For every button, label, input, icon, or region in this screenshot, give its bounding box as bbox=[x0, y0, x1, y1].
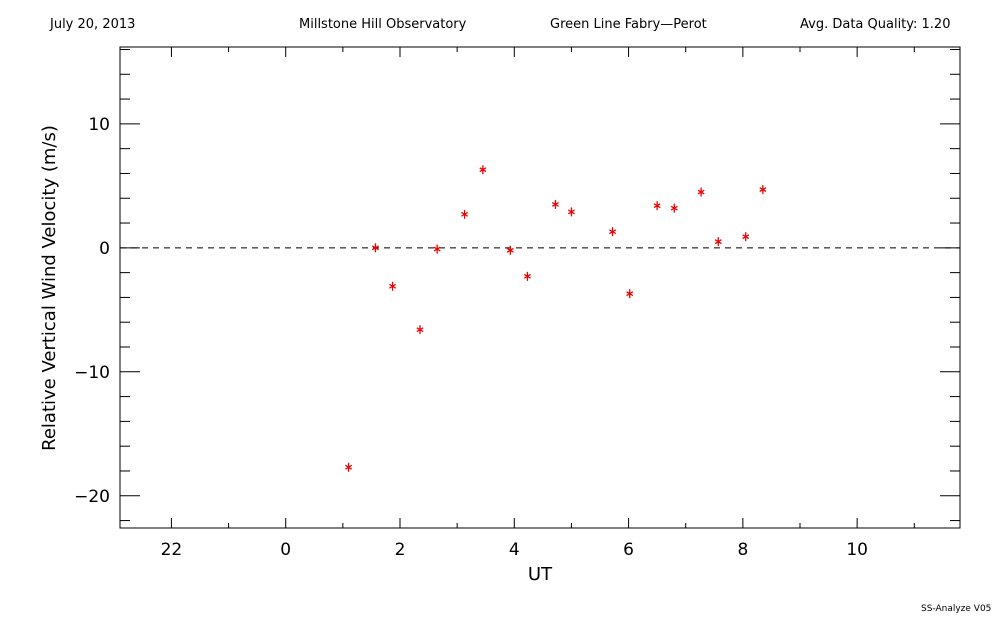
data-point bbox=[551, 199, 559, 209]
y-tick-label: −20 bbox=[74, 487, 110, 507]
x-axis-title: UT bbox=[528, 564, 553, 585]
data-points bbox=[345, 165, 767, 472]
data-point bbox=[433, 244, 441, 254]
x-tick-label: 10 bbox=[846, 540, 868, 560]
data-point bbox=[345, 462, 353, 472]
data-quality-label: Avg. Data Quality: 1.20 bbox=[800, 17, 951, 32]
observatory-label: Millstone Hill Observatory bbox=[299, 17, 467, 32]
y-axis-title: Relative Vertical Wind Velocity (m/s) bbox=[39, 125, 60, 451]
y-tick-label: 0 bbox=[99, 239, 110, 259]
data-point bbox=[670, 203, 678, 213]
x-tick-label: 4 bbox=[509, 540, 520, 560]
data-point bbox=[479, 165, 487, 175]
data-point bbox=[523, 271, 531, 281]
x-tick-label: 6 bbox=[623, 540, 634, 560]
data-point bbox=[371, 243, 379, 253]
x-tick-label: 8 bbox=[737, 540, 748, 560]
data-point bbox=[759, 185, 767, 195]
data-point bbox=[567, 207, 575, 217]
data-point bbox=[389, 281, 397, 291]
date-label: July 20, 2013 bbox=[50, 17, 136, 32]
instrument-label: Green Line Fabry—Perot bbox=[550, 17, 707, 32]
data-point bbox=[461, 209, 469, 219]
y-tick-label: −10 bbox=[74, 363, 110, 383]
x-tick-labels: 22 0 2 4 6 8 10 bbox=[161, 540, 868, 560]
data-point bbox=[626, 289, 634, 299]
data-point bbox=[609, 227, 617, 237]
y-tick-labels: −20 −10 0 10 bbox=[74, 115, 110, 507]
x-tick-label: 2 bbox=[395, 540, 406, 560]
y-tick-label: 10 bbox=[88, 115, 110, 135]
plot-frame bbox=[119, 46, 961, 529]
x-tick-label: 0 bbox=[280, 540, 291, 560]
data-point bbox=[653, 201, 661, 211]
data-point bbox=[714, 237, 722, 247]
data-point bbox=[742, 232, 750, 242]
software-version-label: SS-Analyze V05 bbox=[921, 604, 992, 614]
x-tick-label: 22 bbox=[161, 540, 183, 560]
data-point bbox=[506, 245, 514, 255]
data-point bbox=[697, 187, 705, 197]
tick-marks bbox=[120, 47, 960, 528]
data-point bbox=[416, 325, 424, 335]
